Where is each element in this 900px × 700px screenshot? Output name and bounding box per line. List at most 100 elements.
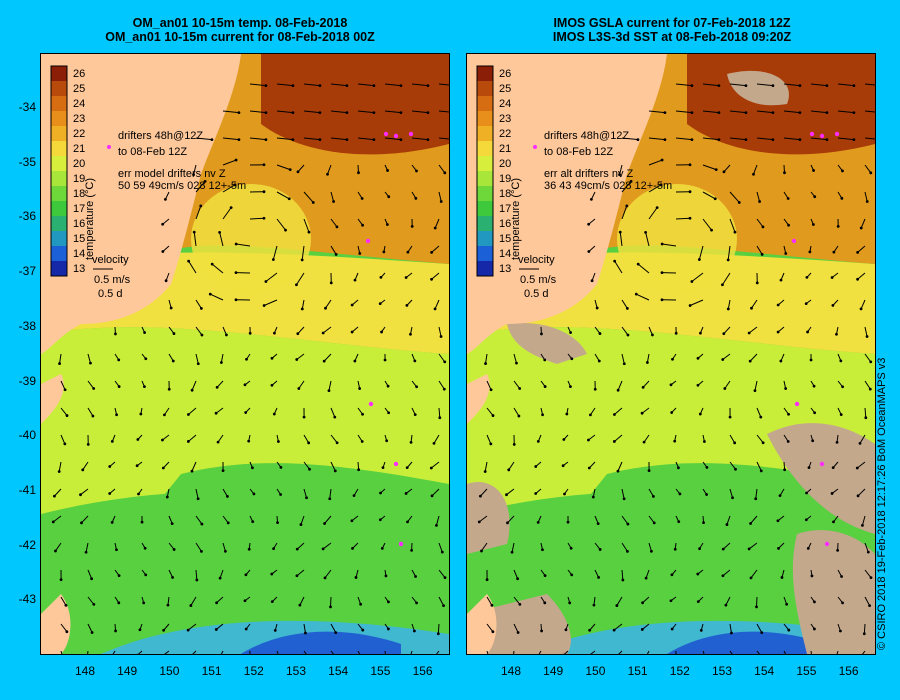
longitude-tick-label: 149 [543, 664, 564, 678]
velocity-arrowhead [295, 283, 298, 287]
velocity-arrowhead [142, 601, 146, 605]
velocity-arrow [724, 380, 731, 389]
left-map-panel[interactable]: 26 25 24 23 22 21 20 19 18 17 16 15 14 13 temperature … [40, 53, 450, 655]
velocity-arrowhead [89, 361, 92, 365]
velocity-arrow [864, 191, 868, 202]
velocity-arrowhead [352, 494, 356, 498]
colorbar-segment [51, 141, 67, 156]
velocity-arrowhead [219, 361, 223, 364]
velocity-arrowhead [144, 573, 148, 577]
velocity-arrowhead [652, 495, 655, 498]
drifter-legend-symbol [533, 145, 537, 149]
velocity-arrow [621, 488, 625, 499]
velocity-arrowhead [353, 359, 357, 363]
velocity-arrowhead [291, 138, 295, 141]
velocity-arrowhead [224, 549, 227, 553]
velocity-arrowhead [264, 280, 268, 283]
velocity-arrow [330, 245, 337, 255]
velocity-arrowhead [714, 168, 718, 172]
velocity-arrowhead [405, 466, 409, 470]
velocity-arrow [837, 83, 854, 87]
velocity-arrow [438, 326, 442, 337]
velocity-arrowhead [248, 331, 252, 335]
velocity-arrow [756, 245, 763, 255]
velocity-arrowhead [58, 362, 61, 365]
velocity-arrowhead [699, 331, 702, 335]
velocity-arrow [193, 232, 197, 247]
velocity-arrowhead [244, 411, 248, 414]
velocity-arrowhead [561, 464, 565, 468]
velocity-arrowhead [334, 253, 338, 256]
left-map-canvas[interactable]: 26 25 24 23 22 21 20 19 18 17 16 15 14 13 temperature … [41, 54, 449, 654]
velocity-arrow [296, 272, 305, 286]
velocity-arrowhead [859, 307, 863, 311]
velocity-arrowhead [413, 629, 416, 633]
drifter-marker [791, 238, 797, 244]
credit-text: © CSIRO 2018 19-Feb-2018 12:17:26 BoM Oc… [876, 357, 888, 650]
velocity-arrow [755, 488, 758, 499]
velocity-arrowhead [626, 522, 630, 526]
velocity-arrowhead [760, 631, 764, 635]
land-mainland [41, 54, 241, 354]
velocity-arrow [249, 217, 265, 220]
velocity-arrow [727, 245, 731, 260]
velocity-arrow [438, 83, 449, 86]
velocity-arrow [641, 407, 650, 414]
error-stats-line2: 50 59 49cm/s 028 12+-5m [118, 180, 247, 192]
velocity-arrow [750, 569, 758, 579]
velocity-arrow [299, 596, 305, 606]
velocity-arrow [641, 623, 650, 630]
velocity-arrowhead [489, 388, 493, 392]
colorbar-tick-label: 18 [499, 188, 511, 200]
velocity-time: 0.5 d [524, 288, 549, 300]
velocity-arrowhead [660, 298, 664, 302]
velocity-arrow [810, 110, 827, 114]
velocity-arrowhead [721, 574, 725, 578]
velocity-arrow [621, 181, 632, 193]
colorbar-segment [477, 216, 493, 231]
velocity-arrowhead [247, 547, 251, 551]
velocity-arrowhead [726, 307, 730, 311]
velocity-arrowhead [139, 412, 143, 416]
right-map-panel[interactable]: 26 25 24 23 22 21 20 19 18 17 16 15 14 13 temperature … [466, 53, 876, 655]
velocity-arrowhead [372, 111, 376, 114]
velocity-arrowhead [747, 547, 751, 551]
colorbar-segment [477, 126, 493, 141]
velocity-arrow [434, 218, 440, 229]
velocity-arrowhead [622, 497, 626, 501]
velocity-arrow [643, 434, 650, 443]
velocity-arrowhead [722, 332, 726, 336]
velocity-arrowhead [771, 111, 775, 114]
longitude-tick-label: 154 [754, 664, 775, 678]
velocity-arrowhead [350, 330, 354, 334]
velocity-arrowhead [591, 495, 595, 499]
velocity-arrowhead [569, 385, 572, 389]
velocity-arrow [222, 542, 226, 552]
colorbar-segment [477, 186, 493, 201]
velocity-arrowhead [166, 603, 170, 607]
velocity-arrow [303, 623, 306, 634]
velocity-arrow [648, 159, 663, 166]
velocity-arrowhead [516, 631, 520, 634]
velocity-arrowhead [353, 278, 357, 282]
velocity-arrowhead [696, 600, 700, 604]
velocity-arrowhead [163, 198, 167, 201]
velocity-arrow [296, 569, 305, 577]
velocity-arrowhead [865, 335, 869, 338]
velocity-arrowhead [840, 575, 843, 578]
velocity-arrowhead [813, 195, 817, 199]
velocity-arrow [864, 326, 868, 337]
right-map-canvas[interactable]: 26 25 24 23 22 21 20 19 18 17 16 15 14 13 temperature … [467, 54, 875, 654]
velocity-arrowhead [655, 206, 659, 210]
velocity-arrowhead [677, 520, 681, 524]
velocity-arrowhead [273, 628, 277, 632]
velocity-arrow [330, 407, 336, 418]
velocity-arrow [217, 434, 224, 443]
velocity-arrowhead [830, 276, 834, 279]
colorbar-segment [477, 66, 493, 81]
velocity-arrow [513, 380, 521, 389]
velocity-arrow [756, 650, 760, 654]
velocity-arrowhead [811, 439, 815, 443]
velocity-arrowhead [629, 179, 633, 183]
longitude-tick-label: 152 [669, 664, 690, 678]
